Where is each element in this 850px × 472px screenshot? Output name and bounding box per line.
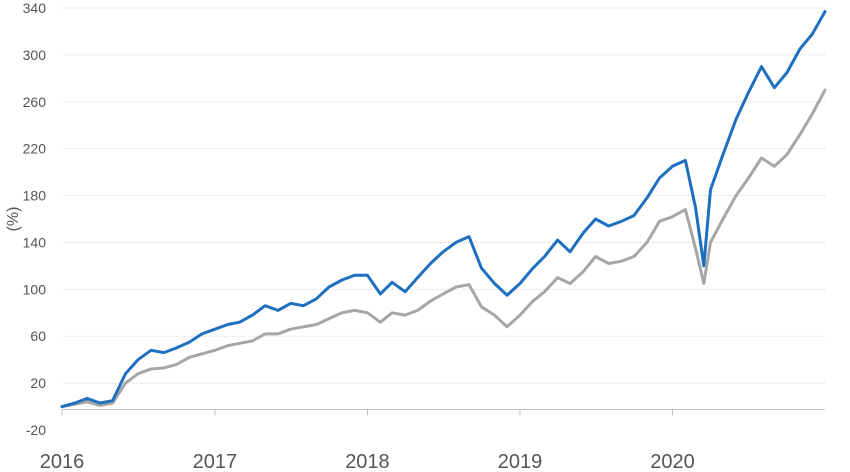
y-tick-label: 180 xyxy=(23,188,47,204)
x-tick-label: 2017 xyxy=(193,451,238,472)
x-tick-label: 2020 xyxy=(650,451,695,472)
y-tick-label: 60 xyxy=(30,328,46,344)
grid-layer xyxy=(62,7,825,411)
x-tick-label: 2016 xyxy=(40,451,85,472)
y-tick-label: 20 xyxy=(30,375,46,391)
y-tick-label: -20 xyxy=(26,422,46,438)
y-axis-label: (%) xyxy=(5,207,22,232)
x-axis-ticks: 2016 2017 2018 2019 2020 xyxy=(40,409,695,472)
y-tick-label: 340 xyxy=(23,0,47,16)
x-tick-label: 2019 xyxy=(498,451,543,472)
series-line-1 xyxy=(60,10,827,409)
y-tick-label: 220 xyxy=(23,141,47,157)
y-tick-label: 100 xyxy=(23,281,47,297)
x-tick-label: 2018 xyxy=(345,451,390,472)
y-axis-ticks: 340 300 260 220 180 140 100 60 20 -20 xyxy=(23,0,47,438)
y-tick-label: 260 xyxy=(23,94,47,110)
y-tick-label: 140 xyxy=(23,234,47,250)
series-line-2 xyxy=(60,88,827,409)
series-layer xyxy=(60,10,827,409)
y-tick-label: 300 xyxy=(23,47,47,63)
